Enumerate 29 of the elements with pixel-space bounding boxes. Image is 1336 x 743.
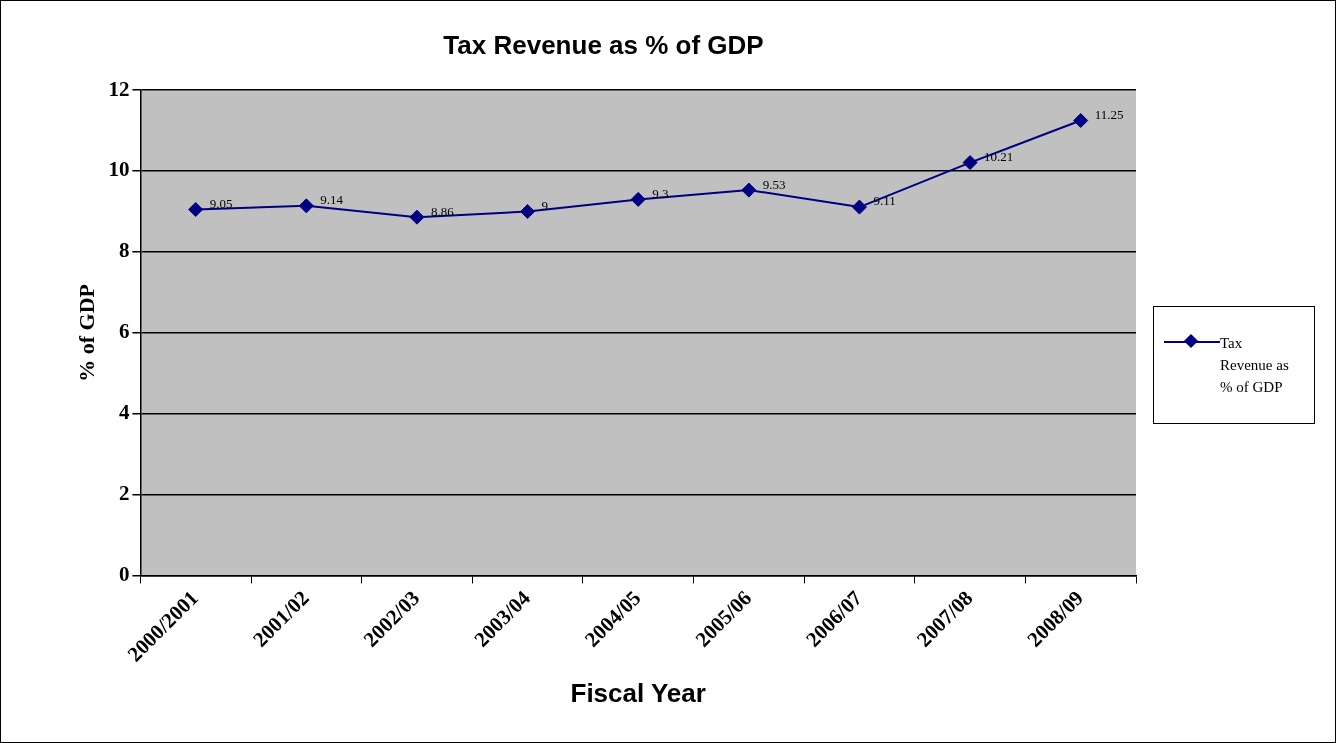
point [851,199,867,215]
point [741,182,757,198]
point [630,191,646,207]
y-tick-label: 8 [118,238,130,263]
point [409,209,425,225]
chart-title: Tax Revenue as % of GDP [443,29,764,60]
x-axis-title: Fiscal Year [570,677,706,708]
y-tick-label: 0 [118,561,130,586]
point [962,155,978,171]
y-axis-title: % of GDP [73,283,99,382]
point [1073,113,1089,129]
y-tick-label: 2 [118,481,130,505]
data-label: 9.11 [873,193,896,209]
legend-label: Tax Revenue as % of GDP [1220,334,1290,397]
data-label: 9.53 [762,176,786,192]
y-tick-label: 10 [108,157,130,182]
data-label: 9.3 [652,185,669,201]
y-tick-label: 6 [118,319,130,344]
data-label: 9.14 [320,192,344,208]
y-tick-label: 12 [108,76,130,101]
data-label: 9.05 [209,195,233,211]
point [520,204,536,220]
data-label: 9 [541,197,549,213]
point [188,201,204,217]
point [298,198,314,214]
data-label: 10.21 [984,149,1014,165]
data-label: 11.25 [1094,106,1124,122]
y-tick-label: 4 [118,400,130,425]
data-label: 8.86 [430,203,455,219]
